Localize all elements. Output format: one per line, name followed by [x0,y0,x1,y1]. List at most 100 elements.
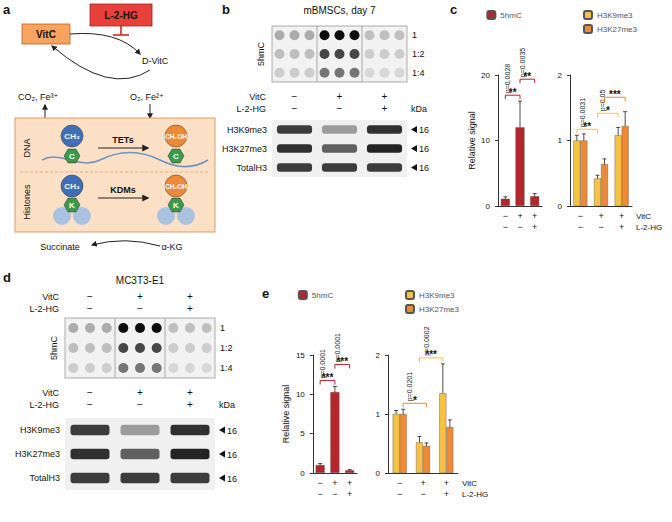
svg-text:−: − [517,222,522,232]
svg-text:d: d [3,270,11,285]
svg-text:5hmC: 5hmC [256,42,266,67]
svg-text:CO₂, Fe³⁺: CO₂, Fe³⁺ [18,92,58,102]
svg-text:H3K27me3: H3K27me3 [15,449,60,459]
svg-text:−: − [87,387,93,398]
svg-text:L-2-HG: L-2-HG [462,490,488,499]
svg-text:CH₂OH: CH₂OH [165,183,187,190]
svg-text:p=0.0201: p=0.0201 [406,372,414,401]
svg-text:p=0.0001: p=0.0001 [334,333,342,362]
svg-text:+: + [137,291,143,302]
svg-text:L-2-HG: L-2-HG [236,104,266,114]
svg-text:+: + [598,211,603,221]
svg-text:L-2-HG: L-2-HG [104,10,138,21]
svg-text:kDa: kDa [411,104,427,114]
svg-text:c: c [450,2,457,17]
svg-text:VitC: VitC [42,388,59,398]
svg-text:1: 1 [220,323,225,333]
svg-text:H3K27me3: H3K27me3 [597,25,638,34]
svg-text:20: 20 [481,71,490,80]
svg-text:kDa: kDa [219,400,235,410]
svg-text:16: 16 [227,426,237,436]
svg-text:L-2-HG: L-2-HG [29,304,59,314]
svg-text:p=0.0028: p=0.0028 [504,64,512,93]
svg-text:−: − [137,399,143,410]
svg-text:Relative signal: Relative signal [467,111,477,170]
svg-text:*: * [606,105,610,116]
svg-text:Histones: Histones [22,184,32,220]
svg-text:H3K9me3: H3K9me3 [419,291,455,300]
svg-text:VitC: VitC [36,29,56,40]
svg-text:1:2: 1:2 [412,49,425,59]
svg-text:−: − [87,399,93,410]
svg-text:e: e [262,286,269,301]
svg-text:+: + [619,222,624,232]
svg-text:+: + [382,103,388,114]
svg-text:KDMs: KDMs [110,185,136,195]
svg-text:Relative signal: Relative signal [281,385,291,444]
svg-text:−: − [578,211,583,221]
svg-text:16: 16 [227,474,237,484]
svg-text:H3K9me3: H3K9me3 [597,11,633,20]
svg-text:CH₃: CH₃ [64,182,80,191]
svg-text:−: − [578,222,583,232]
svg-text:16: 16 [419,163,429,173]
svg-text:−: − [87,303,93,314]
svg-text:−: − [292,103,298,114]
svg-text:mBMSCs, day 7: mBMSCs, day 7 [303,5,376,16]
svg-text:a: a [3,2,11,17]
svg-text:+: + [187,387,193,398]
svg-text:2: 2 [376,351,381,360]
svg-text:p=0.05: p=0.05 [599,90,607,112]
svg-text:+: + [532,222,537,232]
svg-text:L-2-HG: L-2-HG [29,400,59,410]
svg-text:+: + [420,478,425,488]
svg-text:C: C [173,152,179,161]
svg-text:VitC: VitC [636,212,651,221]
svg-text:K: K [69,201,75,210]
svg-text:16: 16 [227,450,237,460]
svg-text:1:2: 1:2 [220,343,233,353]
svg-text:+: + [517,211,522,221]
svg-text:−: − [137,303,143,314]
svg-text:CH₂OH: CH₂OH [165,133,187,140]
svg-text:TETs: TETs [112,135,133,145]
svg-text:+: + [532,211,537,221]
svg-text:−: − [420,489,425,499]
svg-text:5: 5 [300,429,305,438]
svg-text:p=0.0002: p=0.0002 [423,326,431,355]
svg-text:H3K9me3: H3K9me3 [20,425,60,435]
svg-text:−: − [332,489,337,499]
svg-text:+: + [444,478,449,488]
svg-text:VitC: VitC [42,292,59,302]
svg-text:K: K [173,201,179,210]
svg-text:VitC: VitC [249,92,266,102]
svg-text:0: 0 [558,202,563,211]
svg-text:1:4: 1:4 [412,68,425,78]
svg-text:+: + [187,399,193,410]
svg-text:−: − [292,91,298,102]
svg-text:TotalH3: TotalH3 [29,473,60,483]
svg-text:0: 0 [376,469,381,478]
svg-text:+: + [337,91,343,102]
svg-text:2: 2 [558,71,563,80]
svg-text:−: − [337,103,343,114]
svg-text:MC3T3-E1: MC3T3-E1 [116,275,165,286]
svg-text:1: 1 [412,30,417,40]
svg-text:DNA: DNA [22,138,32,157]
svg-text:15: 15 [296,351,305,360]
svg-text:−: − [503,211,508,221]
svg-text:p=0.0001: p=0.0001 [319,349,327,378]
svg-text:O₂, Fe²⁺: O₂, Fe²⁺ [130,92,164,102]
svg-text:5hmC: 5hmC [49,336,59,361]
svg-text:+: + [444,489,449,499]
svg-text:+: + [347,478,352,488]
svg-text:5hmC: 5hmC [500,11,522,20]
svg-text:+: + [382,91,388,102]
svg-text:+: + [187,291,193,302]
svg-text:1: 1 [558,136,563,145]
svg-text:−: − [87,291,93,302]
svg-text:p=0.0035: p=0.0035 [519,48,527,77]
svg-text:1:4: 1:4 [220,363,233,373]
svg-text:b: b [222,2,230,17]
svg-text:Succinate: Succinate [40,242,80,252]
